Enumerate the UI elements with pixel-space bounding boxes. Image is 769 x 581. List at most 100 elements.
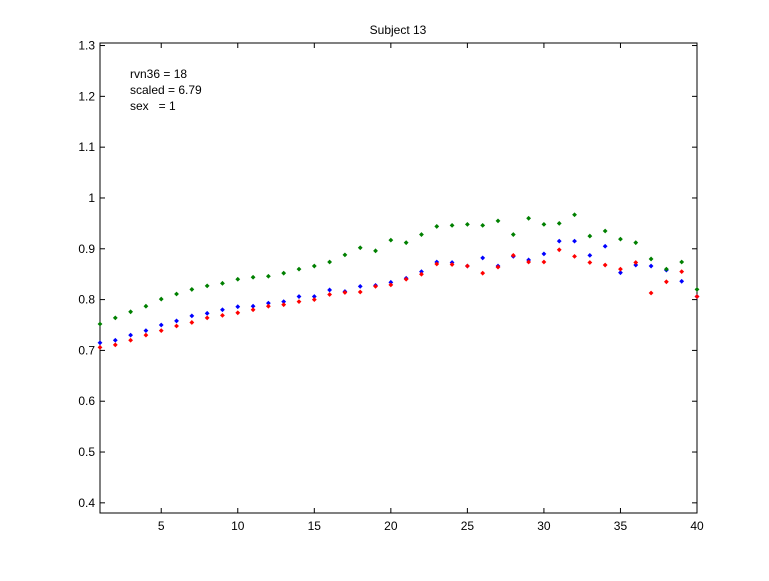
data-point	[434, 261, 440, 267]
data-point	[220, 307, 225, 313]
data-point	[495, 218, 501, 224]
data-point	[464, 221, 470, 227]
data-point	[648, 256, 654, 262]
data-point	[235, 276, 241, 282]
data-point	[327, 287, 333, 293]
data-point	[648, 290, 654, 296]
data-points	[97, 212, 700, 350]
y-tick-label: 1.3	[78, 39, 95, 53]
data-point	[556, 220, 562, 226]
data-point	[663, 266, 669, 272]
data-point	[327, 292, 333, 297]
data-point	[419, 232, 424, 237]
data-point	[602, 262, 608, 268]
data-point	[281, 299, 287, 305]
data-point	[143, 332, 149, 338]
y-axis: 0.4 0.5 0.6 0.7 0.8 0.9 1 1.1 1.2 1.3	[78, 39, 697, 510]
data-point	[311, 297, 317, 302]
data-point	[281, 302, 287, 308]
data-point	[480, 223, 486, 228]
annotation-line: rvn36 = 18	[130, 67, 187, 81]
x-tick-label: 5	[158, 519, 165, 533]
data-point	[694, 287, 700, 292]
data-point	[633, 262, 639, 268]
data-point	[128, 309, 134, 315]
data-point	[572, 254, 577, 259]
data-point	[143, 328, 149, 333]
data-point	[204, 315, 210, 321]
data-point	[587, 260, 593, 265]
data-point	[311, 263, 317, 269]
y-tick-label: 0.4	[78, 496, 95, 510]
data-point	[449, 223, 455, 228]
data-point	[250, 303, 256, 309]
data-point	[587, 233, 593, 239]
y-tick-label: 0.6	[78, 394, 95, 408]
data-point	[679, 269, 685, 275]
data-point	[174, 318, 179, 324]
data-point	[618, 236, 623, 242]
data-point	[204, 283, 210, 289]
data-point	[265, 273, 271, 279]
data-point	[97, 340, 103, 346]
data-point	[388, 237, 394, 243]
annotation-line: sex = 1	[130, 99, 176, 113]
data-point	[526, 259, 532, 265]
x-tick-label: 35	[614, 519, 628, 533]
data-point	[373, 283, 378, 289]
x-tick-label: 25	[461, 519, 475, 533]
data-point	[128, 332, 134, 338]
data-point	[663, 279, 669, 285]
data-point	[220, 312, 225, 318]
y-tick-label: 0.9	[78, 242, 95, 256]
data-point	[357, 245, 363, 251]
data-point	[679, 278, 685, 284]
data-point	[265, 303, 271, 309]
data-point	[158, 328, 164, 333]
data-point	[220, 280, 225, 286]
data-point	[679, 259, 685, 265]
data-point	[572, 238, 577, 244]
data-point	[556, 247, 562, 253]
data-point	[388, 282, 394, 288]
data-point	[480, 255, 486, 261]
data-point	[403, 240, 409, 246]
x-tick-label: 30	[537, 519, 551, 533]
data-point	[403, 276, 409, 282]
data-point	[480, 270, 486, 276]
data-point	[464, 263, 470, 269]
data-point	[311, 294, 317, 299]
data-point	[373, 248, 378, 254]
x-tick-label: 20	[384, 519, 398, 533]
data-point	[97, 344, 103, 350]
data-point	[327, 259, 333, 265]
data-point	[357, 289, 363, 295]
x-tick-label: 40	[690, 519, 704, 533]
data-point	[174, 291, 179, 297]
data-point	[342, 252, 348, 258]
data-point	[510, 232, 516, 237]
data-point	[419, 269, 424, 275]
data-point	[526, 215, 532, 221]
data-point	[189, 313, 195, 319]
data-point	[694, 294, 700, 299]
x-tick-label: 10	[231, 519, 245, 533]
chart-title: Subject 13	[370, 23, 427, 37]
data-point	[434, 224, 440, 229]
x-axis: 5 10 15 20 25 30 35 40	[158, 43, 704, 533]
data-point	[633, 240, 639, 246]
data-point	[541, 221, 547, 227]
data-point	[388, 279, 394, 285]
data-point	[587, 252, 593, 258]
y-tick-label: 1.1	[78, 140, 95, 154]
data-point	[112, 342, 118, 348]
data-point	[97, 321, 103, 327]
data-point	[250, 274, 256, 280]
data-point	[235, 304, 241, 310]
data-point	[235, 310, 241, 316]
data-point	[572, 212, 577, 218]
data-point	[510, 252, 516, 258]
data-point	[541, 251, 547, 257]
